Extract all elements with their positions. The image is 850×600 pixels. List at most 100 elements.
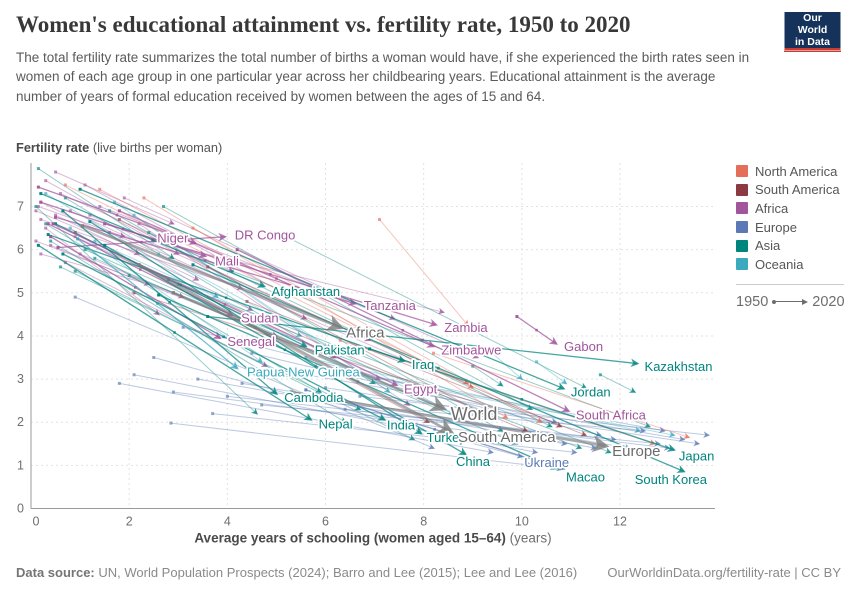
trajectory-line [98,205,396,320]
trajectory-line [471,364,504,387]
y-axis-title: Fertility rate (live births per woman) [16,140,223,155]
start-marker [98,187,102,191]
aggregate-label: Europe [612,443,660,460]
trajectory-line [245,299,588,437]
country-label: Iraq [412,357,434,372]
x-tick: 12 [613,515,627,529]
start-marker [83,248,87,252]
trajectory-line [490,351,524,381]
trajectory-gabon [515,315,558,345]
start-marker [127,274,131,278]
trajectory-line [279,368,686,442]
start-marker [103,222,107,226]
country-label: Kazakhstan [645,359,713,374]
legend-item-north-america[interactable]: North America [736,162,846,181]
time-range-legend: 1950 2020 [736,294,846,310]
owid-link[interactable]: OurWorldinData.org/fertility-rate | CC B… [607,565,841,580]
start-marker [36,185,40,189]
trajectory-line [44,222,322,393]
start-marker [93,239,97,243]
start-marker [108,209,112,213]
start-marker [63,196,67,200]
trajectory-line [358,394,710,438]
legend-item-europe[interactable]: Europe [736,218,846,237]
trajectory-line [73,269,416,441]
legend-swatch [736,183,748,196]
chart-subtitle: The total fertility rate summarizes the … [16,50,750,104]
trajectory-zambia [103,222,438,327]
aggregate-trajectories [80,224,610,453]
country-label: Afghanistan [272,284,341,299]
country-label: Turkey [427,430,467,445]
start-marker [196,377,200,381]
start-marker [36,205,40,209]
start-marker [98,205,102,209]
start-marker [304,356,308,360]
x-tick: 8 [420,515,427,529]
start-marker [117,209,121,213]
trajectory-line [93,239,303,337]
trajectory-line [598,373,637,393]
start-marker [225,394,229,398]
start-marker [137,263,141,267]
country-label: China [456,454,491,469]
country-label: Papua New Guinea [247,365,361,380]
trajectory-line [196,377,598,451]
start-marker [171,390,175,394]
legend-item-africa[interactable]: Africa [736,199,846,218]
start-marker [46,222,50,226]
trajectory-europe [289,390,610,453]
start-marker [80,224,85,228]
trajectory-line [132,213,391,393]
legend-item-asia[interactable]: Asia [736,236,846,255]
start-marker [112,200,116,204]
start-marker [162,205,166,209]
trajectory-line [36,205,126,239]
country-label: South Africa [576,407,647,422]
start-marker [49,239,53,243]
start-marker [260,403,264,407]
start-marker [83,183,87,187]
start-marker [169,421,173,425]
y-tick: 0 [17,502,24,516]
y-tick: 2 [17,415,24,429]
y-tick: 5 [17,286,24,300]
start-marker [39,200,43,204]
legend-item-oceania[interactable]: Oceania [736,255,846,274]
start-marker [299,399,303,403]
start-marker [49,243,53,247]
range-start-label: 1950 [736,293,769,310]
start-marker [181,325,185,329]
series-labels: Niger DR Congo Mali Afghanistan Tanzania Suda… [156,226,717,489]
range-arrow-icon [772,298,809,305]
owid-logo-text: Our World in Data [784,8,841,52]
start-marker [39,192,43,196]
country-label: Jordan [571,384,611,399]
start-marker [44,192,48,196]
legend-swatch [736,202,748,215]
x-tick: 4 [224,515,231,529]
page-title: Women's educational attainment vs. ferti… [16,12,631,37]
start-marker [152,356,156,360]
start-marker [46,233,50,237]
start-marker [39,217,43,221]
owid-logo[interactable]: Our World in Data [784,8,841,52]
legend-label: South America [755,182,840,198]
legend-swatch [736,258,748,271]
y-tick: 7 [17,200,24,214]
start-marker [78,187,82,191]
start-marker [58,265,62,269]
start-marker [73,269,77,273]
start-marker [245,299,249,303]
x-axis-title: Average years of schooling (women aged 1… [194,531,551,546]
start-marker [36,243,40,247]
country-label: Gabon [564,339,603,354]
trajectory-south-america [137,263,455,434]
start-marker [211,412,215,416]
start-marker [54,213,58,217]
start-marker [122,196,126,200]
trajectory-line [304,356,642,433]
start-marker [44,179,48,183]
legend-item-south-america[interactable]: South America [736,181,846,200]
start-marker [117,217,121,221]
